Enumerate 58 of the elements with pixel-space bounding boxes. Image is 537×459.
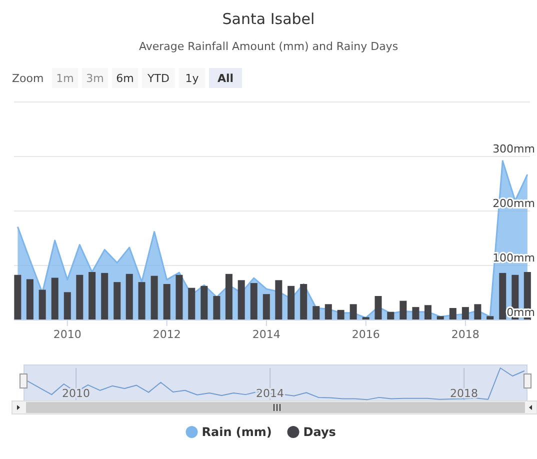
bar — [188, 288, 196, 320]
x-tick-label: 2016 — [352, 328, 380, 341]
bar — [288, 286, 295, 320]
bar — [462, 307, 469, 320]
bar — [350, 304, 357, 320]
bar — [76, 274, 84, 320]
bar — [51, 278, 58, 320]
bar — [300, 284, 308, 320]
bar — [449, 308, 456, 320]
x-tick-label: 2012 — [152, 328, 181, 341]
bar — [312, 306, 320, 320]
bar — [400, 300, 407, 320]
bar — [324, 304, 332, 320]
bar — [26, 279, 34, 320]
x-tick-label: 2010 — [53, 328, 82, 341]
text: 1m — [56, 72, 74, 85]
bar — [250, 283, 258, 320]
legend-label: Days — [303, 425, 336, 439]
x-tick-label: 2018 — [451, 328, 480, 341]
bar — [275, 280, 282, 320]
bar — [424, 305, 432, 320]
bar — [101, 272, 108, 320]
text: YTD — [146, 72, 170, 85]
bar — [163, 284, 170, 320]
bar — [474, 304, 482, 320]
bar — [387, 312, 394, 320]
bar — [486, 316, 494, 320]
bar — [225, 274, 232, 320]
bar — [374, 296, 382, 320]
bar — [138, 282, 146, 320]
bar — [126, 274, 133, 320]
bar — [213, 296, 220, 320]
x-tick-label: 2018 — [450, 387, 478, 400]
bar — [88, 272, 96, 320]
bar — [150, 276, 158, 320]
text: 1y — [185, 72, 200, 85]
text: Zoom — [12, 72, 44, 85]
text: 6m — [116, 72, 134, 85]
x-tick-label: 2010 — [62, 387, 90, 400]
y-tick-label: 300mm — [492, 142, 535, 156]
bar — [499, 272, 506, 320]
chart-subtitle: Average Rainfall Amount (mm) and Rainy Days — [138, 40, 398, 53]
bar — [200, 286, 208, 320]
text: All — [217, 72, 234, 85]
bar — [38, 290, 46, 320]
legend-label: Rain (mm) — [202, 425, 272, 439]
bar — [412, 307, 420, 320]
bar — [114, 282, 121, 320]
bar — [262, 294, 270, 320]
bar — [176, 274, 183, 320]
bar — [337, 310, 344, 320]
bar — [64, 292, 71, 320]
text: 3m — [86, 72, 104, 85]
bar — [14, 274, 22, 320]
x-tick-label: 2014 — [252, 328, 280, 341]
bar — [238, 280, 245, 320]
chart-title: Santa Isabel — [222, 10, 315, 28]
bar — [436, 316, 444, 320]
